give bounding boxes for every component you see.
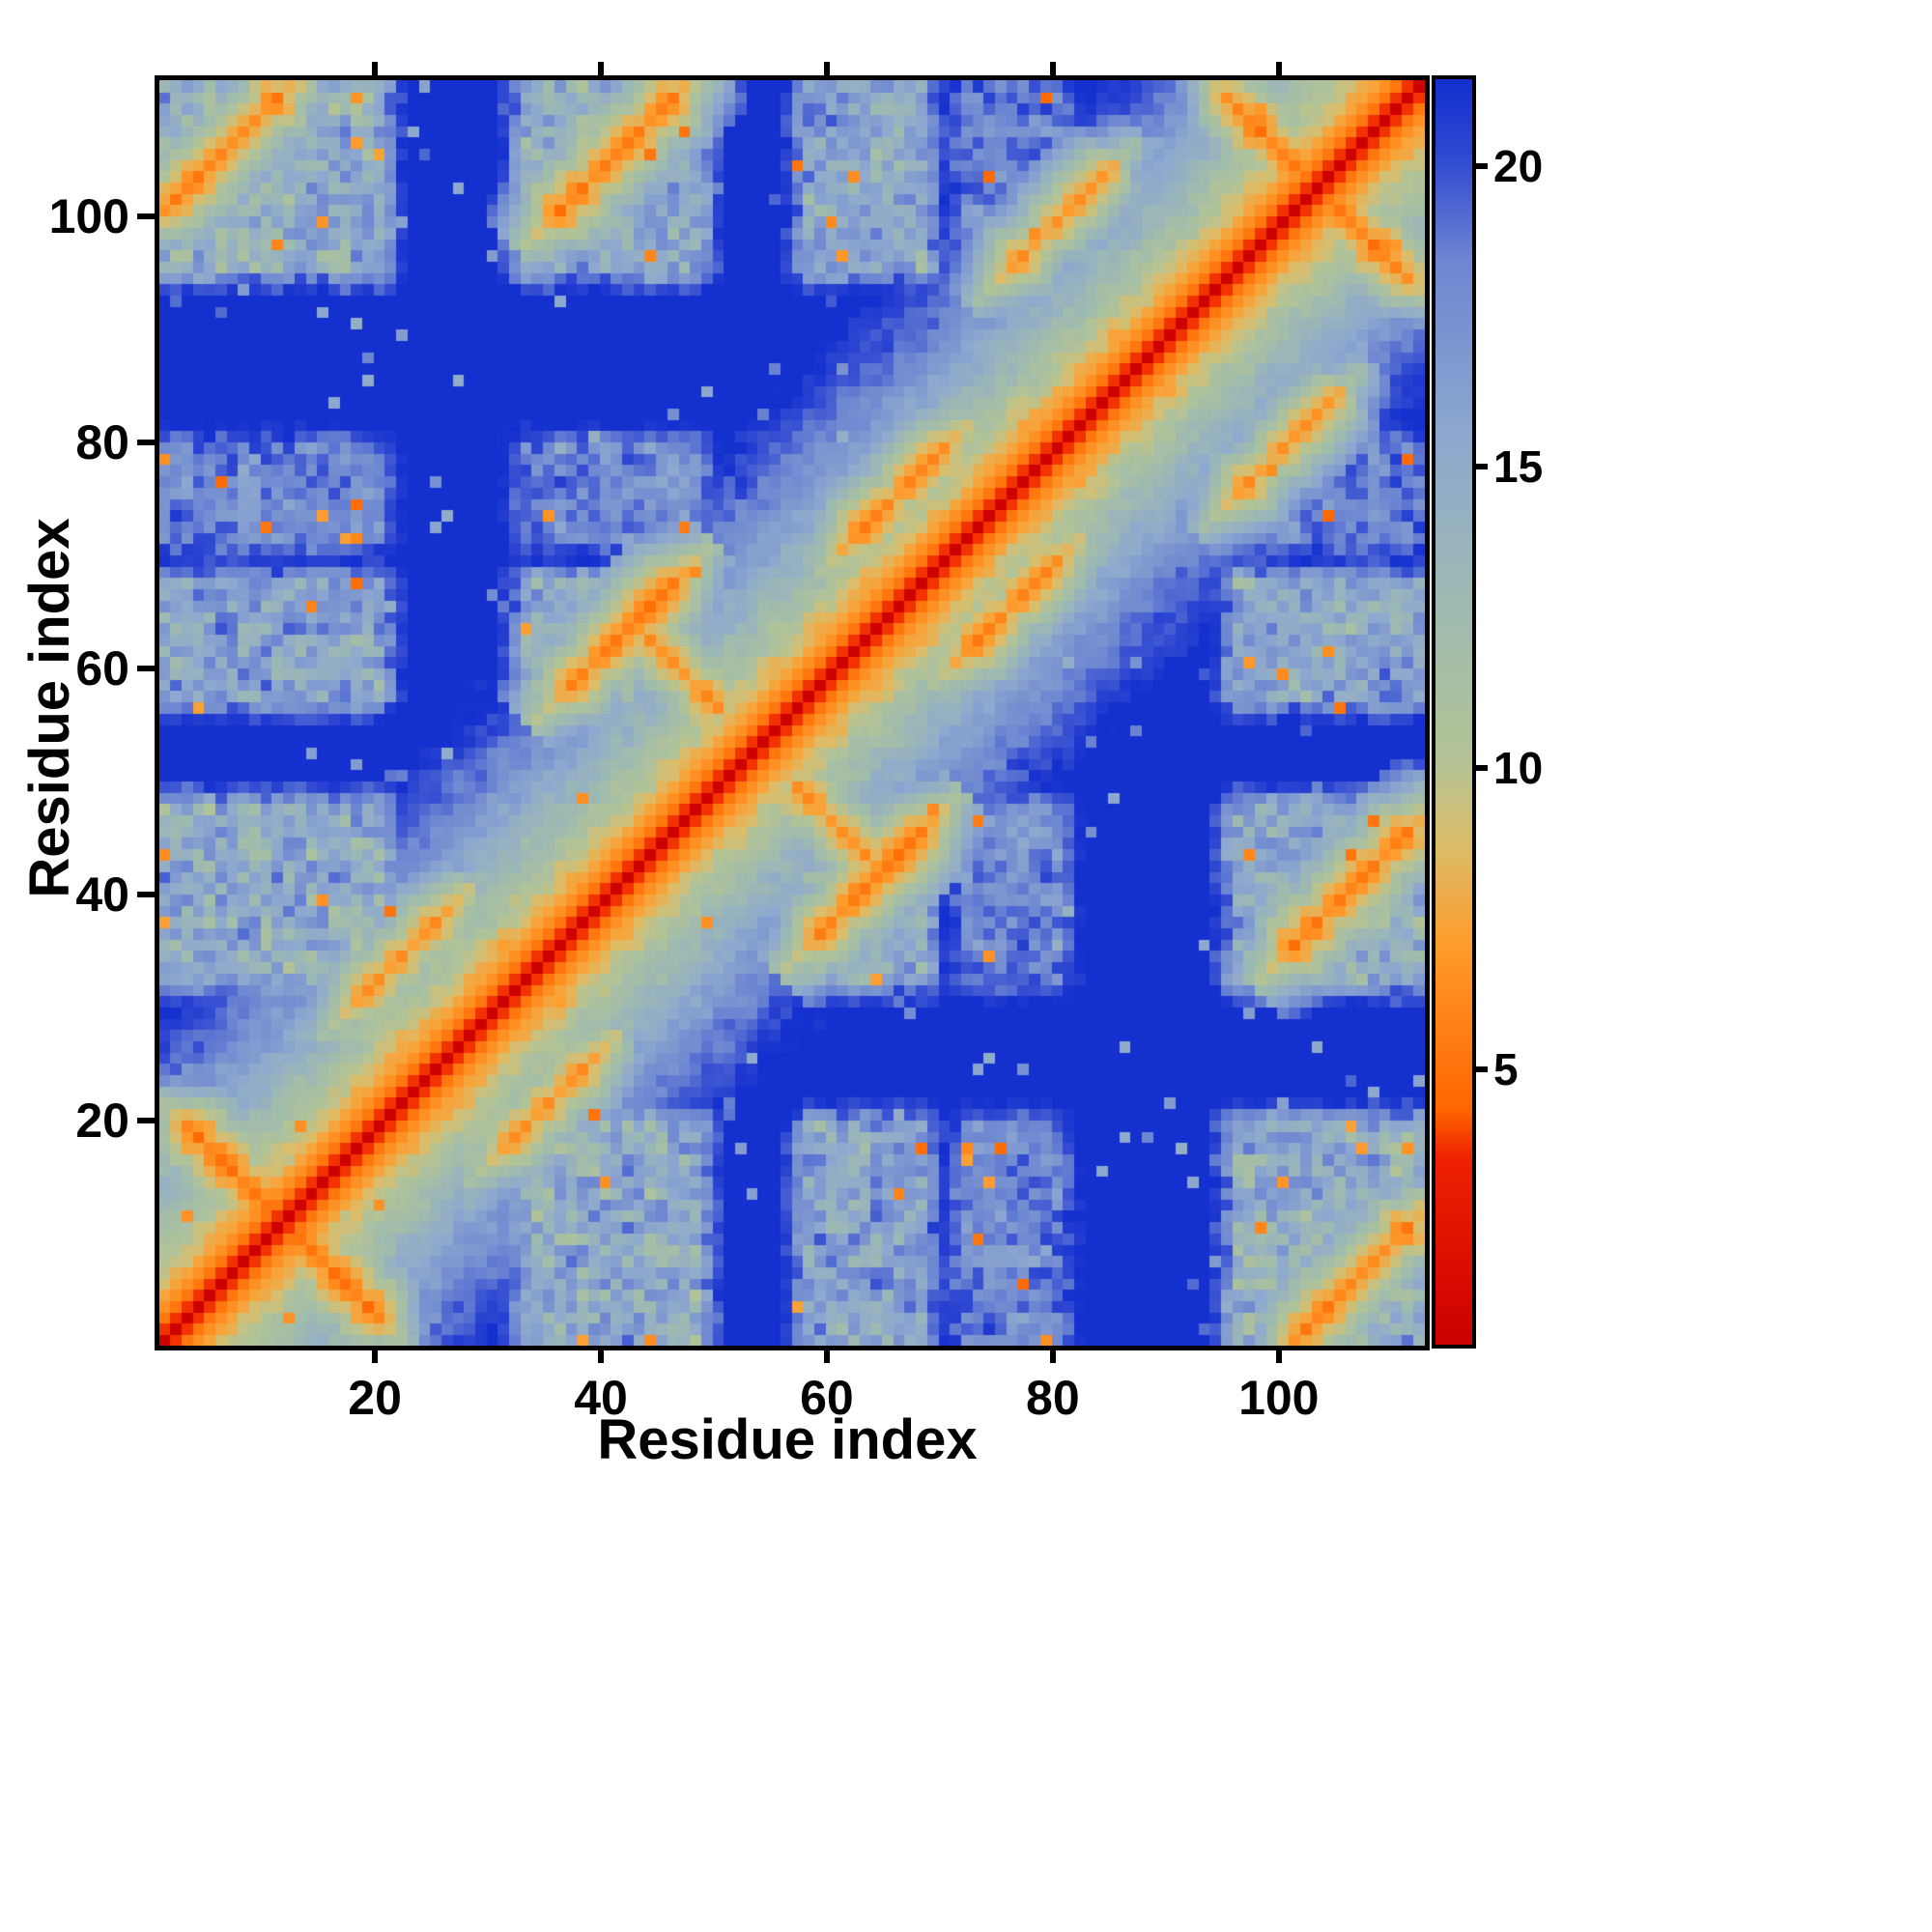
y-tick-mark <box>137 666 155 672</box>
x-axis-label: Residue index <box>597 1408 978 1471</box>
y-tick-mark <box>137 891 155 897</box>
colorbar-tick-label: 15 <box>1493 441 1544 493</box>
heatmap-plot <box>155 75 1430 1350</box>
y-tick-mark <box>137 1117 155 1123</box>
y-tick-mark <box>137 213 155 220</box>
y-axis-label: Residue index <box>18 518 81 898</box>
y-tick-label: 100 <box>48 189 129 244</box>
x-tick-mark <box>1275 1346 1282 1363</box>
x-tick-mark <box>372 1346 379 1363</box>
y-tick-label: 80 <box>75 415 129 470</box>
colorbar-tick-mark <box>1472 765 1488 772</box>
x-tick-mark-top <box>1275 62 1282 75</box>
y-tick-label: 40 <box>75 867 129 922</box>
colorbar <box>1432 75 1476 1349</box>
colorbar-tick-label: 5 <box>1493 1044 1519 1095</box>
x-tick-mark-top <box>598 62 604 75</box>
y-tick-label: 60 <box>75 641 129 696</box>
x-tick-mark-top <box>823 62 830 75</box>
x-tick-label: 20 <box>348 1371 402 1425</box>
y-tick-mark <box>137 440 155 446</box>
heatmap-canvas <box>159 80 1425 1346</box>
x-tick-label: 60 <box>800 1371 854 1425</box>
x-tick-mark <box>1049 1346 1056 1363</box>
x-tick-label: 80 <box>1026 1371 1080 1425</box>
colorbar-tick-label: 10 <box>1493 743 1544 794</box>
x-tick-mark-top <box>372 62 379 75</box>
x-tick-mark-top <box>1049 62 1056 75</box>
colorbar-tick-mark <box>1472 464 1488 470</box>
y-tick-label: 20 <box>75 1093 129 1148</box>
colorbar-tick-label: 20 <box>1493 140 1544 191</box>
colorbar-tick-mark <box>1472 1066 1488 1073</box>
x-tick-label: 100 <box>1238 1371 1320 1425</box>
colorbar-canvas <box>1435 79 1472 1345</box>
x-tick-mark <box>598 1346 604 1363</box>
x-tick-mark <box>823 1346 830 1363</box>
x-tick-label: 40 <box>574 1371 628 1425</box>
colorbar-tick-mark <box>1472 162 1488 169</box>
